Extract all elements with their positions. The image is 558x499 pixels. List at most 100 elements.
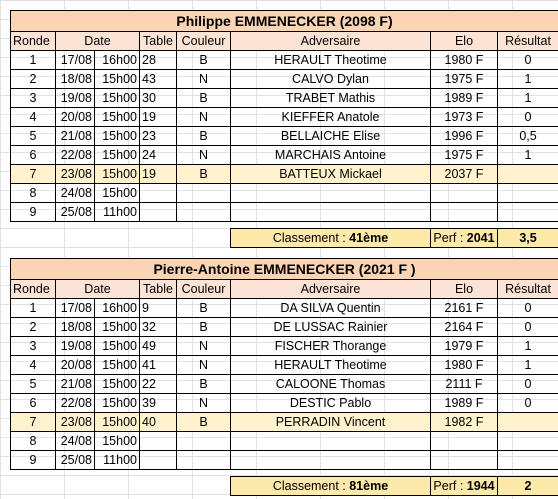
- adversaire-cell[interactable]: [230, 450, 431, 470]
- time-cell[interactable]: 15h00: [94, 431, 140, 451]
- date-cell[interactable]: 24/08: [55, 183, 95, 203]
- time-cell[interactable]: 16h00: [94, 298, 140, 318]
- resultat-cell[interactable]: 0: [496, 107, 558, 127]
- ronde-cell[interactable]: 4: [10, 355, 56, 375]
- couleur-cell[interactable]: B: [176, 374, 231, 394]
- time-cell[interactable]: 11h00: [94, 202, 140, 222]
- date-cell[interactable]: 19/08: [55, 88, 95, 108]
- header-elo[interactable]: Elo: [430, 31, 498, 51]
- resultat-cell[interactable]: [496, 202, 558, 222]
- table-cell[interactable]: [139, 450, 177, 470]
- ronde-cell[interactable]: 3: [10, 88, 56, 108]
- date-cell[interactable]: 19/08: [55, 336, 95, 356]
- resultat-cell[interactable]: [496, 412, 558, 432]
- couleur-cell[interactable]: B: [176, 50, 231, 70]
- date-cell[interactable]: 21/08: [55, 126, 95, 146]
- time-cell[interactable]: 15h00: [94, 164, 140, 184]
- ronde-cell[interactable]: 8: [10, 431, 56, 451]
- adversaire-cell[interactable]: FISCHER Thorange: [230, 336, 431, 356]
- date-cell[interactable]: 25/08: [55, 450, 95, 470]
- header-date[interactable]: Date: [55, 279, 140, 299]
- adversaire-cell[interactable]: PERRADIN Vincent: [230, 412, 431, 432]
- elo-cell[interactable]: 1996 F: [430, 126, 498, 146]
- table-cell[interactable]: 30: [139, 88, 177, 108]
- date-cell[interactable]: 18/08: [55, 317, 95, 337]
- header-couleur[interactable]: Couleur: [176, 279, 231, 299]
- couleur-cell[interactable]: [176, 202, 231, 222]
- table-cell[interactable]: 32: [139, 317, 177, 337]
- couleur-cell[interactable]: [176, 450, 231, 470]
- ronde-cell[interactable]: 5: [10, 374, 56, 394]
- header-resultat[interactable]: Résultat: [496, 31, 558, 51]
- couleur-cell[interactable]: [176, 183, 231, 203]
- perf-cell[interactable]: Perf : 2041: [430, 228, 498, 248]
- adversaire-cell[interactable]: CALOONE Thomas: [230, 374, 431, 394]
- time-cell[interactable]: 15h00: [94, 336, 140, 356]
- elo-cell[interactable]: [430, 183, 498, 203]
- adversaire-cell[interactable]: MARCHAIS Antoine: [230, 145, 431, 165]
- adversaire-cell[interactable]: KIEFFER Anatole: [230, 107, 431, 127]
- couleur-cell[interactable]: N: [176, 336, 231, 356]
- couleur-cell[interactable]: B: [176, 317, 231, 337]
- table-cell[interactable]: [139, 431, 177, 451]
- date-cell[interactable]: 22/08: [55, 145, 95, 165]
- elo-cell[interactable]: [430, 202, 498, 222]
- date-cell[interactable]: 17/08: [55, 298, 95, 318]
- resultat-cell[interactable]: 0: [496, 298, 558, 318]
- ronde-cell[interactable]: 7: [10, 412, 56, 432]
- ronde-cell[interactable]: 6: [10, 145, 56, 165]
- resultat-cell[interactable]: 1: [496, 355, 558, 375]
- ronde-cell[interactable]: 2: [10, 69, 56, 89]
- date-cell[interactable]: 23/08: [55, 412, 95, 432]
- resultat-cell[interactable]: 0: [496, 317, 558, 337]
- header-table[interactable]: Table: [139, 279, 177, 299]
- adversaire-cell[interactable]: BATTEUX Mickael: [230, 164, 431, 184]
- time-cell[interactable]: 15h00: [94, 355, 140, 375]
- adversaire-cell[interactable]: TRABET Mathis: [230, 88, 431, 108]
- elo-cell[interactable]: 2111 F: [430, 374, 498, 394]
- table-cell[interactable]: 24: [139, 145, 177, 165]
- date-cell[interactable]: 20/08: [55, 355, 95, 375]
- table-cell[interactable]: [139, 183, 177, 203]
- date-cell[interactable]: 23/08: [55, 164, 95, 184]
- time-cell[interactable]: 15h00: [94, 126, 140, 146]
- ronde-cell[interactable]: 3: [10, 336, 56, 356]
- classement-cell[interactable]: Classement : 81ème: [230, 476, 431, 496]
- adversaire-cell[interactable]: HERAULT Theotime: [230, 50, 431, 70]
- adversaire-cell[interactable]: HERAULT Theotime: [230, 355, 431, 375]
- adversaire-cell[interactable]: CALVO Dylan: [230, 69, 431, 89]
- time-cell[interactable]: 15h00: [94, 107, 140, 127]
- time-cell[interactable]: 15h00: [94, 412, 140, 432]
- time-cell[interactable]: 15h00: [94, 145, 140, 165]
- resultat-cell[interactable]: [496, 431, 558, 451]
- adversaire-cell[interactable]: [230, 183, 431, 203]
- ronde-cell[interactable]: 1: [10, 50, 56, 70]
- couleur-cell[interactable]: B: [176, 88, 231, 108]
- time-cell[interactable]: 15h00: [94, 183, 140, 203]
- table-cell[interactable]: 19: [139, 107, 177, 127]
- perf-cell[interactable]: Perf : 1944: [430, 476, 498, 496]
- elo-cell[interactable]: 2037 F: [430, 164, 498, 184]
- elo-cell[interactable]: 1989 F: [430, 88, 498, 108]
- header-table[interactable]: Table: [139, 31, 177, 51]
- table-cell[interactable]: 40: [139, 412, 177, 432]
- elo-cell[interactable]: 1979 F: [430, 336, 498, 356]
- resultat-cell[interactable]: 1: [496, 69, 558, 89]
- ronde-cell[interactable]: 6: [10, 393, 56, 413]
- couleur-cell[interactable]: N: [176, 393, 231, 413]
- table-cell[interactable]: 39: [139, 393, 177, 413]
- resultat-cell[interactable]: [496, 450, 558, 470]
- couleur-cell[interactable]: N: [176, 107, 231, 127]
- couleur-cell[interactable]: B: [176, 412, 231, 432]
- adversaire-cell[interactable]: [230, 202, 431, 222]
- score-cell[interactable]: 2: [496, 476, 558, 496]
- ronde-cell[interactable]: 9: [10, 202, 56, 222]
- time-cell[interactable]: 15h00: [94, 393, 140, 413]
- couleur-cell[interactable]: B: [176, 298, 231, 318]
- resultat-cell[interactable]: 0: [496, 374, 558, 394]
- score-cell[interactable]: 3,5: [496, 228, 558, 248]
- adversaire-cell[interactable]: DA SILVA Quentin: [230, 298, 431, 318]
- resultat-cell[interactable]: 0: [496, 50, 558, 70]
- date-cell[interactable]: 21/08: [55, 374, 95, 394]
- couleur-cell[interactable]: B: [176, 164, 231, 184]
